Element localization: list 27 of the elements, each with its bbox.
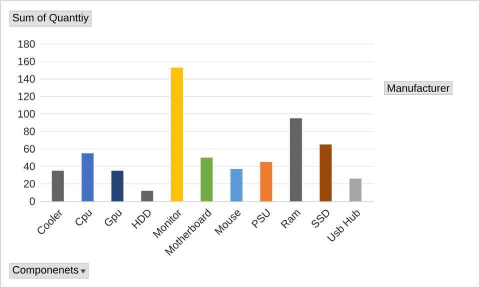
y-tick-label: 80 — [24, 128, 35, 136]
y-tick-label: 40 — [24, 162, 35, 170]
y-tick-label: 20 — [24, 180, 35, 188]
bar — [349, 178, 362, 202]
bar — [111, 170, 124, 202]
x-axis-title: Componenets — [12, 266, 78, 276]
x-tick-label: Gpu — [104, 210, 122, 226]
bar — [320, 144, 332, 202]
y-tick-label: 140 — [18, 75, 35, 83]
bar — [290, 118, 302, 202]
chart-title: Sum of Quanttiy — [12, 14, 89, 24]
y-tick-label: 0 — [30, 198, 35, 206]
bar — [260, 162, 272, 202]
x-tick-label: SSD — [312, 210, 330, 228]
y-tick-label: 100 — [18, 110, 35, 118]
bar — [170, 68, 183, 202]
y-tick-label: 120 — [18, 92, 35, 100]
bar — [200, 158, 213, 202]
bar — [141, 190, 154, 202]
y-tick-label: 160 — [18, 58, 35, 66]
y-tick-label: 180 — [18, 40, 35, 48]
x-tick-label: Cpu — [76, 210, 92, 226]
y-tick-label: 60 — [24, 145, 35, 153]
bar — [82, 153, 94, 202]
bar — [230, 168, 242, 202]
bar — [52, 170, 64, 202]
text: Manufacturer — [388, 84, 450, 92]
